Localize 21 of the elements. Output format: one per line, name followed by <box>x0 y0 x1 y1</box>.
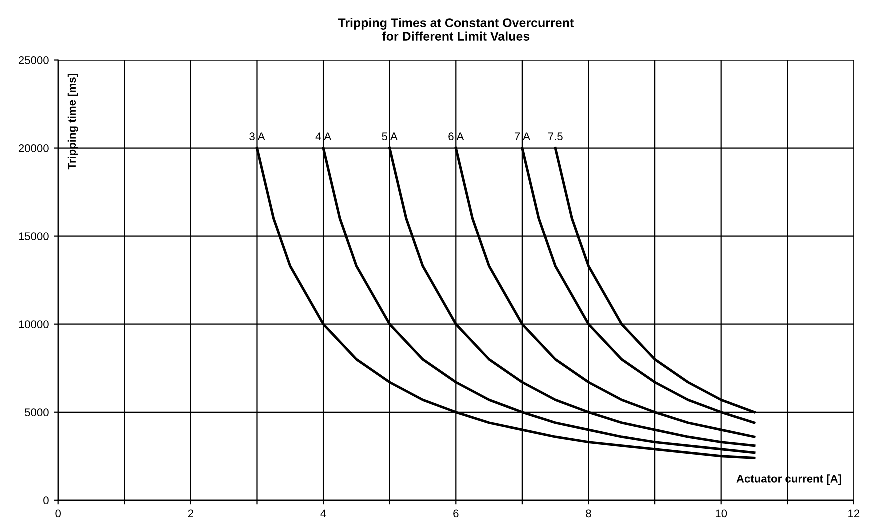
x-tick-label: 2 <box>188 510 194 518</box>
y-tick-label: 0 <box>44 496 49 505</box>
y-tick-label: 20000 <box>18 144 49 152</box>
x-tick-label: 8 <box>586 510 592 518</box>
series-label: 4 A <box>316 132 332 140</box>
y-tick-label: 5000 <box>25 408 49 417</box>
y-tick-label: 15000 <box>19 232 49 240</box>
y-tick-label: 25000 <box>18 56 49 64</box>
x-tick-label: 6 <box>454 510 459 518</box>
y-axis-title: Tripping time [ms] <box>68 74 78 170</box>
series-label: 6 A <box>448 132 464 141</box>
series-label: 7.5 <box>548 132 563 141</box>
series-label: 7 A <box>514 132 530 140</box>
chart-title: Tripping Times at Constant Overcurrent for Different Limit Values <box>338 18 574 41</box>
y-tick-label: 10000 <box>19 320 49 328</box>
series-label: 5 A <box>382 132 398 141</box>
x-tick-label: 4 <box>320 510 326 518</box>
x-tick-label: 10 <box>716 510 728 518</box>
x-tick-label: 12 <box>848 510 860 518</box>
x-tick-label: 0 <box>56 510 61 518</box>
series-label: 3 A <box>250 132 266 141</box>
